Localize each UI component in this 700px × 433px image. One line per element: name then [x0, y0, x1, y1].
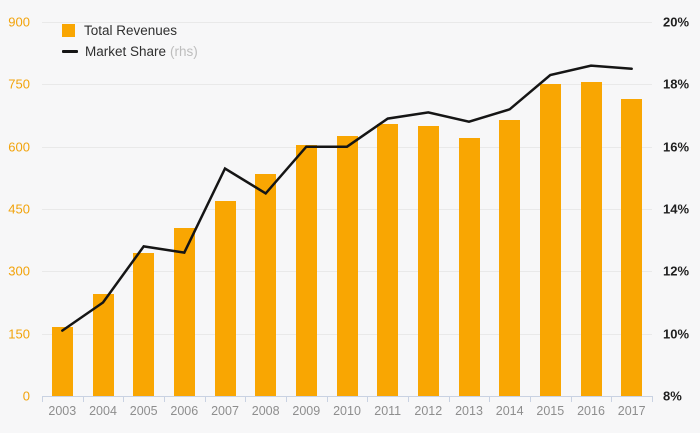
legend: Total Revenues Market Share (rhs): [62, 23, 198, 65]
x-axis-tick: [489, 396, 491, 402]
revenue-bar-2014: [499, 119, 521, 396]
left-axis-tick-label: 900: [8, 14, 30, 30]
revenue-bar-2003: [51, 327, 73, 396]
x-axis-tick: [204, 396, 206, 402]
right-axis-tick-label: 10%: [663, 326, 690, 342]
x-axis-tick: [652, 396, 653, 402]
x-axis-tick: [530, 396, 531, 402]
right-axis-tick-label: 8%: [663, 388, 682, 404]
left-axis-tick-label: 750: [8, 76, 30, 92]
revenue-bar-2016: [580, 82, 602, 396]
x-axis-tick: [286, 396, 287, 402]
x-axis-label-2010: 2010: [333, 404, 361, 418]
x-axis-label-2013: 2013: [455, 404, 483, 418]
legend-label-market-share: Market Share: [85, 44, 167, 59]
x-axis-label-2012: 2012: [414, 404, 443, 418]
line-swatch-icon: [62, 50, 78, 53]
plot-area: [42, 22, 653, 402]
x-axis-label-2016: 2016: [577, 404, 605, 418]
x-axis-tick: [42, 396, 43, 402]
right-axis-tick-label: 20%: [663, 14, 690, 30]
x-axis-tick: [367, 396, 369, 402]
revenue-bar-2007: [214, 200, 236, 396]
x-axis-label-2017: 2017: [617, 404, 646, 418]
x-axis-tick: [570, 396, 572, 402]
x-axis-label-2006: 2006: [170, 404, 199, 418]
legend-item-market-share: Market Share (rhs): [62, 44, 198, 59]
legend-item-total-revenues: Total Revenues: [62, 23, 198, 38]
x-axis-tick: [408, 396, 409, 402]
revenue-bar-2008: [255, 173, 277, 396]
legend-label-total-revenues: Total Revenues: [84, 23, 178, 38]
x-axis-label-2015: 2015: [536, 404, 565, 418]
left-axis-tick-label: 600: [8, 139, 30, 155]
bar-swatch-icon: [62, 24, 75, 37]
revenue-bar-2009: [295, 144, 317, 396]
x-axis-tick: [611, 396, 613, 402]
gridline: [42, 22, 652, 23]
revenue-bar-2004: [92, 294, 114, 396]
x-axis-tick: [123, 396, 125, 402]
x-axis-tick: [326, 396, 328, 402]
legend-label-rhs-suffix: (rhs): [170, 44, 198, 59]
right-axis-tick-label: 18%: [663, 76, 690, 92]
right-axis-tick-label: 12%: [663, 263, 690, 279]
x-axis-label-2011: 2011: [374, 404, 402, 418]
x-axis-tick: [448, 396, 450, 402]
x-axis-tick: [164, 396, 165, 402]
x-axis-tick: [245, 396, 247, 402]
revenue-bar-2011: [377, 123, 399, 396]
x-axis-label-2014: 2014: [495, 404, 524, 418]
left-axis-tick-label: 450: [8, 201, 30, 217]
revenue-bar-2013: [458, 138, 480, 396]
x-axis-label-2008: 2008: [251, 404, 280, 418]
right-axis-tick-label: 14%: [663, 201, 690, 217]
left-axis-tick-label: 150: [8, 326, 30, 342]
left-axis-tick-label: 300: [8, 263, 30, 279]
x-axis-label-2005: 2005: [129, 404, 158, 418]
x-axis-label-2004: 2004: [89, 404, 117, 418]
x-axis-line: [42, 396, 652, 397]
left-axis-tick-label: 0: [22, 388, 30, 404]
x-axis-label-2007: 2007: [211, 404, 239, 418]
revenue-bar-2015: [539, 84, 561, 396]
x-axis-label-2003: 2003: [48, 404, 77, 418]
x-axis-label-2009: 2009: [292, 404, 321, 418]
revenue-bar-2010: [336, 136, 358, 396]
right-axis-tick-label: 16%: [663, 139, 690, 155]
revenue-bar-2005: [133, 252, 155, 396]
x-axis-tick: [82, 396, 84, 402]
revenue-bar-2006: [173, 227, 195, 396]
revenue-bar-2012: [417, 125, 439, 396]
revenue-bar-2017: [621, 98, 643, 396]
